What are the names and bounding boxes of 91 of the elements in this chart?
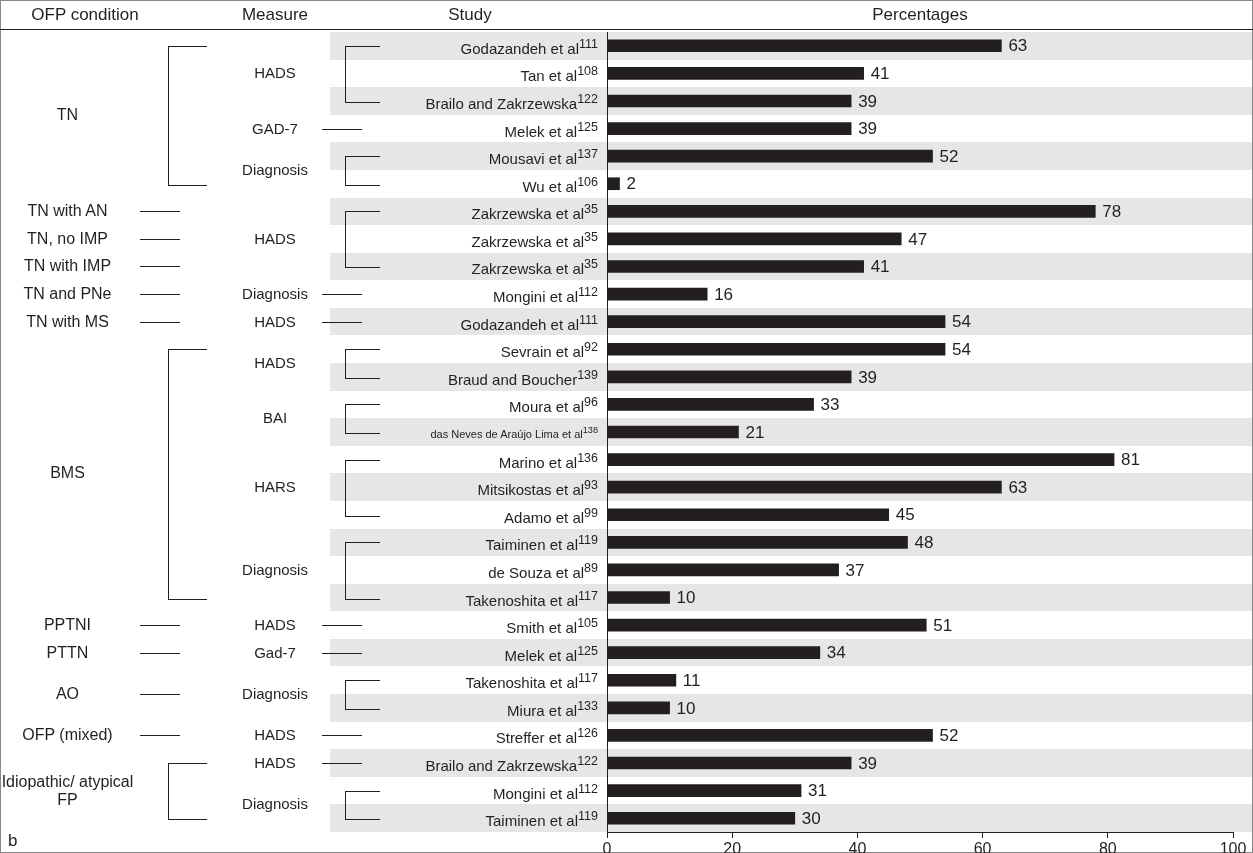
y-tick-label: Zakrzewska et al$^{35}$: [471, 200, 598, 223]
text: Diagnosis: [241, 685, 309, 704]
y-tick-label: Sevrain et al$^{92}$: [500, 338, 598, 361]
y-tick-label: Takenoshita et al$^{117}$: [465, 587, 598, 610]
text: HARS: [253, 478, 297, 497]
data-label: 39: [858, 753, 878, 773]
data-label: 63: [1008, 36, 1028, 56]
data-label: 30: [801, 808, 821, 828]
data-label: 54: [952, 339, 971, 359]
data-label: 16: [714, 284, 734, 304]
text: HADS: [253, 616, 297, 635]
data-label: 51: [933, 615, 953, 635]
y-tick-label: Brailo and Zakrzewska$^{122}$: [425, 90, 598, 113]
y-tick-label: Brailo and Zakrzewska$^{122}$: [425, 752, 598, 775]
data-label: 10: [676, 698, 696, 718]
data-label: 52: [939, 146, 959, 166]
text: Diagnosis: [241, 795, 309, 814]
text: PPTNI: [42, 616, 93, 635]
text: TN: [55, 105, 80, 124]
y-tick-label: Adamo et al$^{99}$: [504, 504, 598, 527]
text: Gad-7: [253, 643, 297, 662]
text: b: [8, 831, 18, 850]
text: Diagnosis: [241, 160, 309, 179]
text: TN with IMP: [22, 257, 113, 276]
x-axis-title: Percentages: [871, 5, 969, 24]
data-label: 39: [858, 367, 878, 387]
y-tick-label: Mongini et al$^{112}$: [493, 283, 598, 306]
text: HADS: [253, 229, 297, 248]
text: Idiopathic/ atypical FP: [0, 772, 135, 809]
text: OFP condition: [30, 5, 140, 24]
data-label: 63: [1008, 477, 1028, 497]
text: HADS: [253, 754, 297, 773]
text: Diagnosis: [241, 285, 309, 304]
text: HADS: [253, 312, 297, 331]
y-tick-label: Taiminen et al$^{119}$: [485, 531, 598, 554]
y-tick-label: Marino et al$^{136}$: [498, 449, 598, 472]
text: HADS: [253, 354, 297, 373]
text: OFP (mixed): [21, 726, 114, 745]
text: HADS: [253, 726, 297, 745]
text: PTTN: [45, 643, 90, 662]
y-tick-label: Moura et al$^{96}$: [509, 393, 598, 416]
data-label: 37: [845, 560, 865, 580]
data-label: 45: [895, 505, 915, 525]
y-tick-label: Tan et al$^{108}$: [520, 62, 598, 85]
y-tick-label: Streffer et al$^{126}$: [495, 724, 598, 747]
data-label: 52: [939, 726, 959, 746]
data-label: 47: [908, 229, 928, 249]
data-label: 41: [870, 64, 890, 84]
text: BAI: [261, 409, 289, 428]
y-tick-label: Smith et al$^{105}$: [506, 614, 598, 637]
y-tick-label: de Souza et al$^{89}$: [488, 559, 598, 582]
text: TN, no IMP: [26, 229, 109, 248]
text: TN with AN: [26, 202, 109, 221]
text: TN with MS: [25, 312, 110, 331]
data-label: 41: [870, 257, 890, 277]
text: Measure: [240, 5, 310, 24]
data-label: 34: [826, 643, 846, 663]
y-tick-label: Mongini et al$^{112}$: [493, 780, 598, 803]
y-tick-label: Taiminen et al$^{119}$: [485, 807, 598, 830]
y-tick-label: Wu et al$^{106}$: [522, 173, 598, 196]
data-label: 21: [745, 422, 765, 442]
data-label: 39: [858, 91, 878, 111]
y-tick-label: Miura et al$^{133}$: [507, 697, 598, 720]
y-tick-label: Braud and Boucher$^{139}$: [447, 366, 598, 389]
y-tick-label: Zakrzewska et al$^{35}$: [471, 255, 598, 278]
y-tick-label: Melek et al$^{125}$: [504, 118, 598, 141]
y-tick-label: Melek et al$^{125}$: [504, 642, 598, 665]
data-label: 48: [914, 533, 934, 553]
data-label: 54: [952, 312, 971, 332]
y-tick-label: Mousavi et al$^{137}$: [488, 145, 598, 168]
text: Study: [447, 5, 493, 24]
data-label: 39: [858, 119, 878, 139]
y-tick-label: Zakrzewska et al$^{35}$: [471, 228, 598, 251]
data-label: 81: [1121, 450, 1140, 470]
y-tick-label: Takenoshita et al$^{117}$: [465, 669, 598, 692]
text: AO: [54, 685, 81, 704]
data-label: 31: [808, 781, 827, 801]
data-label: 78: [1102, 202, 1122, 221]
data-label: 11: [682, 670, 701, 690]
data-label: 2: [626, 174, 636, 194]
data-label: 33: [820, 395, 840, 415]
y-tick-label: Godazandeh et al$^{111}$: [460, 35, 598, 58]
y-tick-label: Godazandeh et al$^{111}$: [460, 311, 598, 334]
text: GAD-7: [251, 119, 299, 138]
data-label: 10: [676, 588, 696, 608]
y-tick-label: Mitsikostas et al$^{93}$: [477, 476, 598, 499]
text: TN and PNe: [22, 285, 113, 304]
y-tick-label: das Neves de Araújo Lima et al$^{138}$: [430, 424, 598, 442]
text: HADS: [253, 64, 297, 83]
text: BMS: [49, 464, 86, 483]
text: Diagnosis: [241, 560, 309, 579]
